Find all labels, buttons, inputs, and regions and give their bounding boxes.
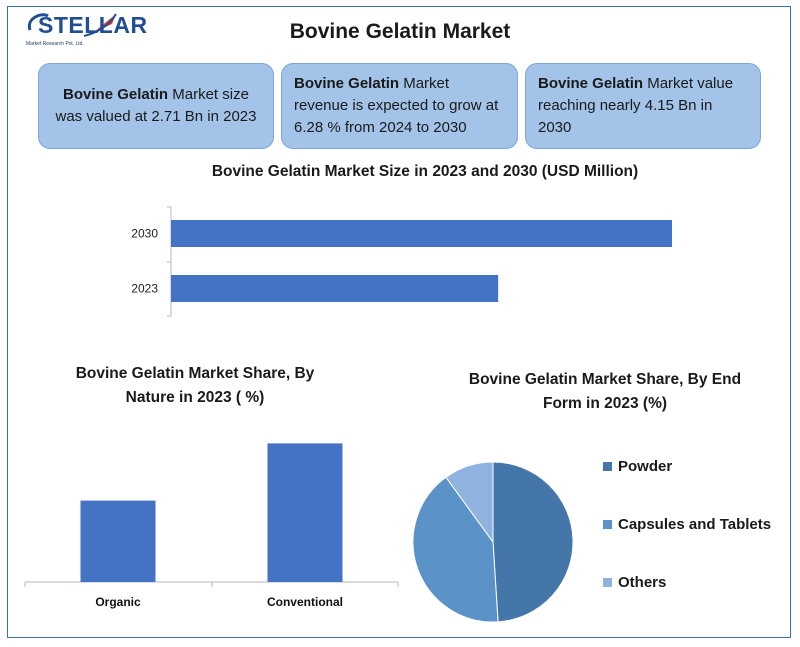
card-bold-label: Bovine Gelatin: [294, 75, 400, 92]
category-label-conventional: Conventional: [267, 595, 343, 609]
card-text: Market value reaching nearly 4.15 Bn in …: [538, 75, 734, 136]
nature-chart-title: Bovine Gelatin Market Share, By Nature i…: [75, 365, 315, 406]
legend-swatch: [603, 461, 612, 471]
logo-wordmark: STELLAR: [38, 12, 148, 38]
card-text: Market revenue is expected to grow at 6.…: [294, 75, 499, 136]
tick-label-2023: 2023: [131, 282, 158, 296]
pie-slice-capsules-and-tablets: [412, 476, 499, 623]
legend-label: Others: [618, 573, 667, 591]
category-label-organic: Organic: [95, 595, 141, 609]
pie-slice-others: [445, 461, 494, 544]
legend-item-capsules-tablets: Capsules and Tablets: [603, 514, 771, 534]
stellar-logo: STELLAR Market Research Pvt. Ltd.: [24, 10, 147, 54]
stat-card-growth: Bovine Gelatin Market revenue is expecte…: [281, 63, 518, 149]
bar-2023: [171, 275, 499, 302]
bar-conventional: [267, 443, 343, 582]
legend-label: Capsules and Tablets: [618, 515, 772, 533]
market-size-chart-title: Bovine Gelatin Market Size in 2023 and 2…: [211, 163, 639, 180]
legend-swatch: [603, 577, 612, 587]
tick-label-2030: 2030: [131, 227, 158, 241]
page-title: Bovine Gelatin Market: [289, 20, 511, 43]
logo-subtitle: Market Research Pvt. Ltd.: [26, 41, 84, 47]
bar-organic: [80, 500, 156, 582]
legend-item-powder: Powder: [603, 456, 672, 476]
stat-card-forecast: Bovine Gelatin Market value reaching nea…: [525, 63, 761, 149]
stat-card-market-size: Bovine Gelatin Market size was valued at…: [38, 63, 274, 149]
pie-slice-powder: [492, 461, 574, 623]
card-bold-label: Bovine Gelatin: [63, 86, 169, 103]
bar-2030: [171, 220, 672, 247]
legend-label: Powder: [618, 457, 673, 475]
logo-swoosh-icon: [27, 13, 117, 37]
card-bold-label: Bovine Gelatin: [538, 75, 644, 92]
legend-item-others: Others: [603, 572, 666, 592]
legend-swatch: [603, 519, 612, 529]
end-form-chart-title: Bovine Gelatin Market Share, By End Form…: [468, 371, 742, 412]
card-text: Market size was valued at 2.71 Bn in 202…: [55, 86, 257, 125]
